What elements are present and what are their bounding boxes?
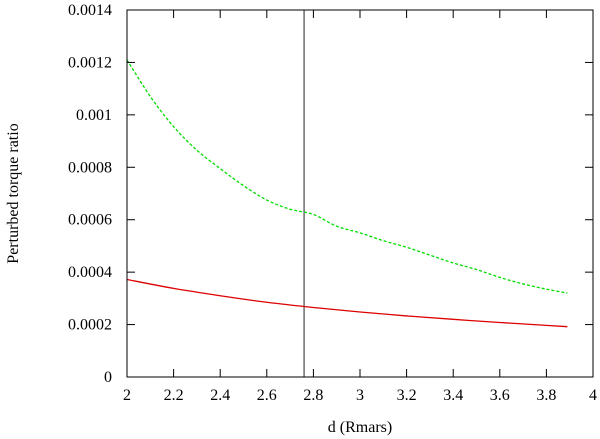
x-axis-title: d (Rmars)	[328, 419, 392, 436]
y-tick-label: 0.0008	[68, 159, 112, 176]
x-tick-label: 3	[356, 387, 364, 404]
dashed-series-line	[126, 59, 568, 294]
y-tick-label: 0.0006	[68, 212, 112, 229]
axes: 2 2.2 2.4 2.6 2.8 3 3.2 3.4 3.6 3.8 4 0 0.0002 0.0004…	[68, 2, 597, 404]
x-tick-label: 2.4	[210, 387, 230, 404]
y-tick-label: 0.0014	[68, 2, 112, 19]
x-tick-label: 2.2	[164, 387, 184, 404]
y-tick-label: 0.0002	[68, 317, 112, 334]
x-tick-label: 3.8	[536, 387, 556, 404]
plot-frame	[126, 9, 594, 378]
y-tick-label: 0	[104, 369, 112, 386]
x-tick-label: 4	[589, 387, 597, 404]
solid-series-line	[126, 278, 568, 328]
y-tick-label: 0.0004	[68, 264, 112, 281]
x-tick-label: 3.4	[443, 387, 463, 404]
x-tick-label: 3.2	[397, 387, 417, 404]
x-tick-label: 2.8	[303, 387, 323, 404]
y-tick-label: 0.0012	[68, 54, 112, 71]
x-tick-label: 2	[123, 387, 131, 404]
plot-area	[126, 10, 568, 377]
x-tick-label: 3.6	[490, 387, 510, 404]
x-tick-label: 2.6	[257, 387, 277, 404]
y-axis-title: Perturbed torque ratio	[5, 123, 22, 263]
y-tick-label: 0.001	[76, 107, 112, 124]
